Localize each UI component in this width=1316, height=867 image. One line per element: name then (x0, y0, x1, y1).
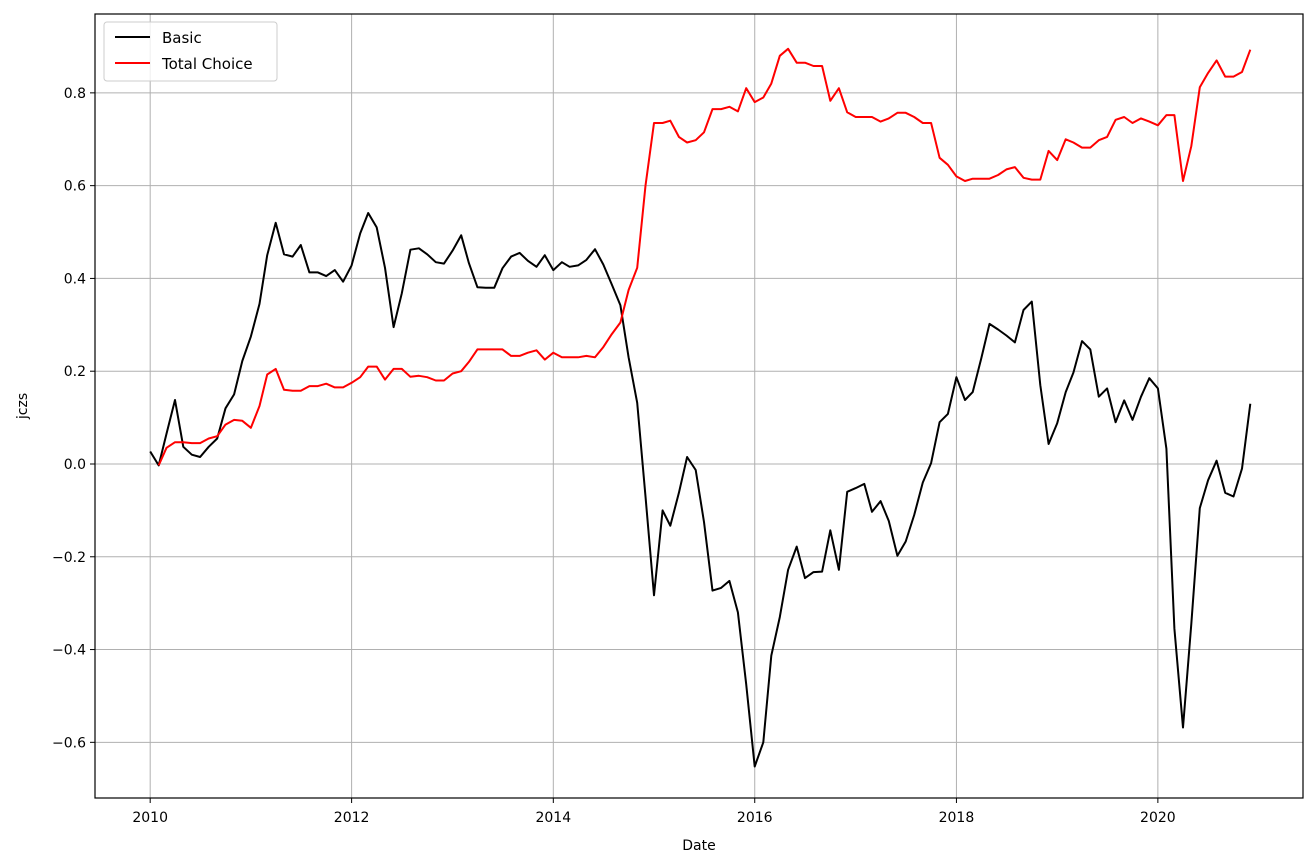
y-axis-label: jczs (15, 393, 31, 420)
x-tick-label: 2010 (132, 810, 168, 826)
y-tick-label: 0.8 (64, 86, 86, 102)
series-line-total-choice (157, 47, 1252, 466)
y-tick-label: −0.6 (52, 735, 86, 751)
legend: Basic Total Choice (103, 21, 278, 82)
x-tick-label: 2014 (535, 810, 571, 826)
x-tick-label: 2012 (334, 810, 370, 826)
y-tick-label: 0.6 (64, 179, 86, 195)
y-tick-label: 0.0 (64, 457, 86, 473)
y-tick-label: −0.4 (52, 643, 86, 659)
x-axis-label: Date (682, 838, 715, 854)
gridlines (95, 14, 1303, 798)
y-tick-label: −0.2 (52, 550, 86, 566)
plot-frame (94, 13, 1304, 799)
legend-label-total-choice: Total Choice (161, 55, 253, 73)
x-tick-label: 2018 (939, 810, 975, 826)
series-line-basic (149, 212, 1252, 768)
y-tick-label: 0.4 (64, 271, 86, 287)
axis-ticks: 2010 2012 2014 2016 2018 2020 0.8 0.6 0.4 0.2 0.0 −… (52, 86, 1176, 826)
series-lines (149, 47, 1252, 768)
x-tick-label: 2016 (737, 810, 773, 826)
y-tick-label: 0.2 (64, 364, 86, 380)
legend-label-basic: Basic (162, 29, 202, 47)
x-tick-label: 2020 (1140, 810, 1176, 826)
